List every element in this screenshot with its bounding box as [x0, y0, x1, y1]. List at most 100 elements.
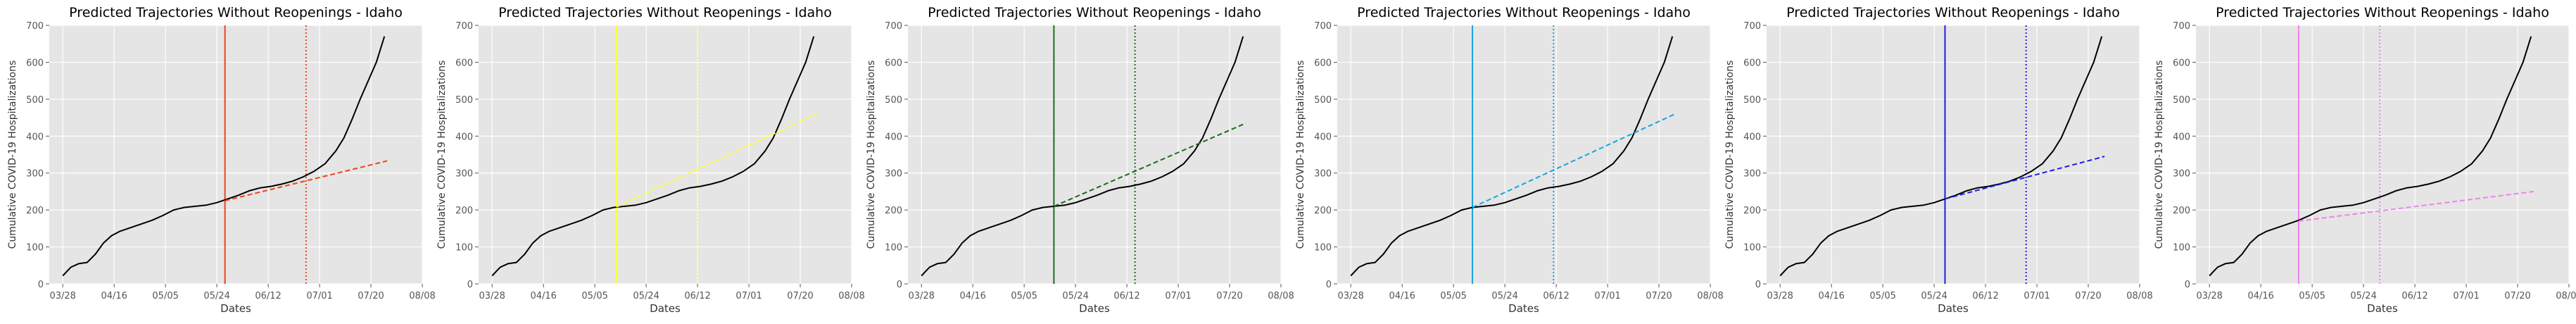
y-tick-label: 600	[885, 58, 902, 68]
x-tick-label: 08/08	[2126, 291, 2152, 301]
x-tick-label: 08/08	[838, 291, 864, 301]
plot-area	[908, 25, 1281, 284]
y-axis-label: Cumulative COVID-19 Hospitalizations	[436, 61, 448, 249]
y-tick-label: 500	[2173, 95, 2190, 106]
chart-title: Predicted Trajectories Without Reopening…	[498, 5, 832, 20]
y-tick-label: 100	[1743, 243, 1761, 254]
y-tick-label: 700	[2173, 21, 2190, 32]
y-tick-label: 700	[885, 21, 902, 32]
y-axis-label: Cumulative COVID-19 Hospitalizations	[7, 61, 18, 249]
observed-hospitalizations-line	[491, 36, 815, 277]
observed-hospitalizations-line	[1779, 36, 2103, 277]
x-tick-label: 07/01	[1594, 291, 1620, 301]
y-tick-label: 600	[455, 58, 473, 68]
x-axis-label: Dates	[220, 302, 251, 315]
y-tick-label: 600	[1743, 58, 1761, 68]
y-tick-label: 300	[885, 169, 902, 180]
predicted-trajectory-line	[616, 113, 817, 208]
chart-panel-3: 0 100 200 300 400 500 600 700 03/28 04/16 05/05 05/…	[866, 5, 1294, 315]
x-tick-label: 04/16	[1389, 291, 1415, 301]
y-tick-label: 200	[1314, 206, 1332, 216]
y-tick-label: 0	[897, 280, 902, 290]
chart-title: Predicted Trajectories Without Reopening…	[1786, 5, 2120, 20]
x-tick-label: 03/28	[1337, 291, 1363, 301]
y-tick-label: 400	[2173, 132, 2190, 142]
x-tick-label: 08/08	[409, 291, 435, 301]
y-tick-label: 700	[1314, 21, 1332, 32]
x-axis-label: Dates	[650, 302, 681, 315]
x-tick-label: 04/16	[101, 291, 127, 301]
y-tick-label: 300	[26, 169, 44, 180]
y-tick-label: 100	[1314, 243, 1332, 254]
x-axis-label: Dates	[1079, 302, 1110, 315]
x-tick-label: 05/24	[1921, 291, 1947, 301]
x-tick-label: 07/20	[1216, 291, 1242, 301]
x-tick-label: 05/24	[1062, 291, 1088, 301]
predicted-trajectory-line	[2298, 190, 2534, 222]
x-tick-label: 07/20	[358, 291, 384, 301]
predicted-trajectory-line	[225, 160, 388, 201]
x-tick-label: 05/05	[1011, 291, 1037, 301]
chart-panel-1: 0 100 200 300 400 500 600 700 03/28 04/16 05/05 05/…	[7, 5, 436, 315]
y-tick-label: 600	[2173, 58, 2190, 68]
x-tick-label: 03/28	[1767, 291, 1793, 301]
chart-panel-6: 0 100 200 300 400 500 600 700 03/28 04/16 05/05 05/…	[2154, 5, 2576, 315]
observed-hospitalizations-line	[2209, 36, 2532, 277]
x-tick-label: 07/01	[306, 291, 332, 301]
y-tick-label: 500	[1743, 95, 1761, 106]
y-tick-label: 400	[1743, 132, 1761, 142]
y-tick-label: 400	[455, 132, 473, 142]
x-tick-label: 07/01	[2023, 291, 2050, 301]
x-tick-label: 03/28	[479, 291, 505, 301]
x-tick-label: 05/24	[2350, 291, 2376, 301]
x-tick-label: 05/24	[203, 291, 229, 301]
chart-panel-5: 0 100 200 300 400 500 600 700 03/28 04/16 05/05 05/…	[1724, 5, 2153, 315]
x-tick-label: 06/12	[255, 291, 281, 301]
y-axis-label: Cumulative COVID-19 Hospitalizations	[1295, 61, 1306, 249]
x-tick-label: 05/05	[152, 291, 178, 301]
plot-area	[49, 25, 422, 284]
x-tick-label: 06/12	[2401, 291, 2427, 301]
y-tick-label: 700	[1743, 21, 1761, 32]
y-tick-label: 0	[1755, 280, 1761, 290]
y-tick-label: 500	[455, 95, 473, 106]
x-tick-label: 05/24	[633, 291, 659, 301]
y-tick-label: 200	[455, 206, 473, 216]
y-tick-label: 300	[1314, 169, 1332, 180]
x-tick-label: 06/12	[1543, 291, 1569, 301]
x-tick-label: 07/20	[2075, 291, 2101, 301]
y-tick-label: 300	[1743, 169, 1761, 180]
x-tick-label: 04/16	[1818, 291, 1844, 301]
predicted-trajectory-line	[1054, 122, 1246, 207]
predicted-trajectory-line	[1472, 113, 1676, 208]
x-tick-label: 04/16	[530, 291, 556, 301]
x-tick-label: 06/12	[1113, 291, 1139, 301]
x-tick-label: 04/16	[2247, 291, 2273, 301]
y-tick-label: 500	[1314, 95, 1332, 106]
chart-panel-4: 0 100 200 300 400 500 600 700 03/28 04/16 05/05 05/…	[1295, 5, 1724, 315]
x-tick-label: 07/20	[2504, 291, 2530, 301]
y-tick-label: 100	[2173, 243, 2190, 254]
chart-title: Predicted Trajectories Without Reopening…	[928, 5, 1261, 20]
y-tick-label: 200	[2173, 206, 2190, 216]
y-tick-label: 100	[455, 243, 473, 254]
y-tick-label: 300	[2173, 169, 2190, 180]
x-tick-label: 03/28	[49, 291, 75, 301]
x-tick-label: 05/05	[1440, 291, 1466, 301]
predicted-trajectory-line	[1945, 156, 2105, 200]
y-tick-label: 0	[1326, 280, 1332, 290]
y-tick-label: 100	[26, 243, 44, 254]
y-tick-label: 600	[1314, 58, 1332, 68]
x-tick-label: 04/16	[959, 291, 985, 301]
x-tick-label: 05/05	[581, 291, 607, 301]
y-tick-label: 400	[1314, 132, 1332, 142]
x-tick-label: 05/24	[1491, 291, 1517, 301]
y-tick-label: 0	[2185, 280, 2190, 290]
x-tick-label: 08/08	[2556, 291, 2576, 301]
y-tick-label: 200	[885, 206, 902, 216]
x-tick-label: 07/20	[1646, 291, 1672, 301]
y-tick-label: 400	[885, 132, 902, 142]
y-axis-label: Cumulative COVID-19 Hospitalizations	[1724, 61, 1736, 249]
plot-area	[479, 25, 852, 284]
